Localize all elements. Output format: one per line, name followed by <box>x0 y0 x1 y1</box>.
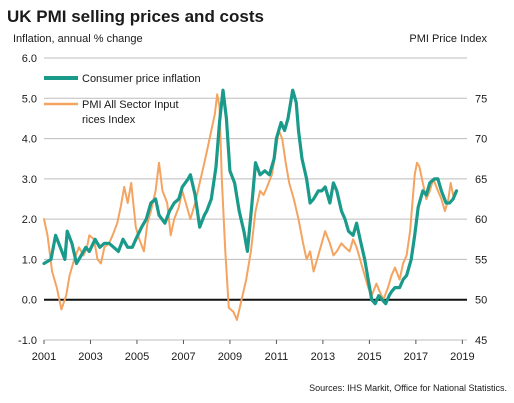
x-tick-label: 2009 <box>218 351 242 363</box>
left-tick-label: 3.0 <box>22 174 37 186</box>
right-tick-label: 45 <box>475 335 487 347</box>
x-tick-label: 2019 <box>450 351 474 363</box>
x-tick-label: 2015 <box>357 351 381 363</box>
left-tick-label: 4.0 <box>22 134 37 146</box>
x-tick-label: 2005 <box>125 351 149 363</box>
left-axis-label: Inflation, annual % change <box>13 33 143 45</box>
right-tick-label: 60 <box>475 214 487 226</box>
series-line-cpi <box>42 88 459 306</box>
x-tick-label: 2007 <box>171 351 195 363</box>
series-line-pmi <box>43 93 458 321</box>
right-axis-ticks: 75 70 65 60 55 50 45 <box>475 93 487 347</box>
chart-title: UK PMI selling prices and costs <box>7 7 264 26</box>
left-tick-label: 0.0 <box>22 295 37 307</box>
right-tick-label: 50 <box>475 295 487 307</box>
x-axis: 2001 2003 2005 2007 2009 2011 2013 2015 2017 2019 <box>32 339 475 363</box>
x-tick-label: 2011 <box>265 351 289 363</box>
right-tick-label: 55 <box>475 254 487 266</box>
right-axis-label: PMI Price Index <box>409 33 487 45</box>
left-tick-label: 2.0 <box>22 214 37 226</box>
source-note: Sources: IHS Markit, Office for National… <box>309 383 507 393</box>
legend-label-pmi-line2: rices Index <box>82 114 136 126</box>
left-tick-label: 6.0 <box>22 53 37 65</box>
legend: Consumer price inflation PMI All Sector … <box>44 73 201 126</box>
left-tick-label: 5.0 <box>22 93 37 105</box>
right-tick-label: 70 <box>475 134 487 146</box>
legend-label-pmi-line1: PMI All Sector Input <box>82 99 182 111</box>
left-axis-ticks: 6.0 5.0 4.0 3.0 2.0 1.0 0.0 -1.0 <box>18 53 37 347</box>
right-tick-label: 75 <box>475 93 487 105</box>
legend-label-pmi: PMI All Sector Input rices Index <box>82 99 182 126</box>
series-layer <box>42 88 459 321</box>
x-tick-label: 2003 <box>78 351 102 363</box>
x-tick-label: 2013 <box>311 351 335 363</box>
left-tick-label: -1.0 <box>18 335 37 347</box>
right-tick-label: 65 <box>475 174 487 186</box>
x-tick-label: 2017 <box>404 351 428 363</box>
left-tick-label: 1.0 <box>22 254 37 266</box>
x-tick-label: 2001 <box>32 351 56 363</box>
legend-label-cpi: Consumer price inflation <box>82 73 201 85</box>
